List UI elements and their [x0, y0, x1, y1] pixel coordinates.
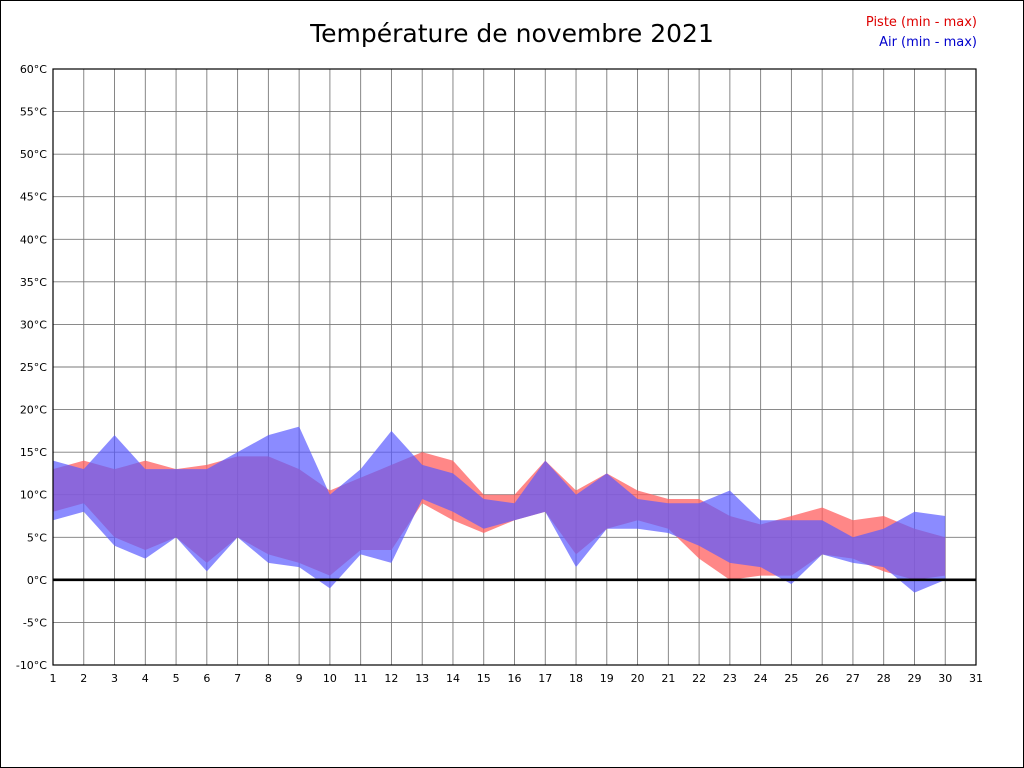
y-tick-label: 40°C	[20, 233, 47, 246]
x-tick-label: 29	[907, 672, 921, 685]
y-tick-label: 55°C	[20, 106, 47, 119]
x-tick-label: 24	[754, 672, 768, 685]
y-tick-label: -10°C	[16, 659, 47, 672]
y-tick-label: 0°C	[27, 574, 47, 587]
x-tick-label: 6	[203, 672, 210, 685]
x-tick-label: 22	[692, 672, 706, 685]
x-tick-label: 7	[234, 672, 241, 685]
y-tick-label: 50°C	[20, 148, 47, 161]
y-tick-label: 20°C	[20, 404, 47, 417]
x-tick-label: 1	[50, 672, 57, 685]
x-tick-label: 30	[938, 672, 952, 685]
y-tick-label: 25°C	[20, 361, 47, 374]
x-tick-label: 4	[142, 672, 149, 685]
x-tick-label: 27	[846, 672, 860, 685]
x-tick-label: 20	[631, 672, 645, 685]
x-tick-label: 8	[265, 672, 272, 685]
legend-item-air: Air (min - max)	[879, 35, 977, 50]
legend-item-piste: Piste (min - max)	[865, 15, 977, 30]
y-tick-label: -5°C	[23, 616, 47, 629]
y-tick-label: 45°C	[20, 191, 47, 204]
x-tick-label: 11	[354, 672, 368, 685]
chart-legend: Piste (min - max) Air (min - max)	[866, 13, 977, 53]
x-tick-label: 16	[508, 672, 522, 685]
x-tick-label: 19	[600, 672, 614, 685]
y-tick-label: 15°C	[20, 446, 47, 459]
y-tick-label: 5°C	[27, 531, 47, 544]
y-tick-label: 30°C	[20, 318, 47, 331]
y-tick-label: 10°C	[20, 489, 47, 502]
x-tick-label: 9	[296, 672, 303, 685]
plot-border	[52, 68, 977, 666]
x-tick-label: 25	[784, 672, 798, 685]
x-tick-label: 28	[877, 672, 891, 685]
x-tick-label: 10	[323, 672, 337, 685]
x-tick-label: 14	[446, 672, 460, 685]
x-tick-label: 31	[969, 672, 983, 685]
x-tick-label: 15	[477, 672, 491, 685]
air-minmax-band	[53, 426, 946, 593]
x-tick-label: 13	[415, 672, 429, 685]
y-tick-label: 60°C	[20, 63, 47, 76]
x-tick-label: 21	[661, 672, 675, 685]
x-tick-label: 2	[80, 672, 87, 685]
x-tick-label: 26	[815, 672, 829, 685]
x-tick-label: 12	[384, 672, 398, 685]
x-tick-label: 17	[538, 672, 552, 685]
x-tick-label: 3	[111, 672, 118, 685]
x-tick-label: 5	[173, 672, 180, 685]
y-tick-label: 35°C	[20, 276, 47, 289]
chart-title: Température de novembre 2021	[310, 19, 714, 48]
x-tick-label: 23	[723, 672, 737, 685]
x-tick-label: 18	[569, 672, 583, 685]
